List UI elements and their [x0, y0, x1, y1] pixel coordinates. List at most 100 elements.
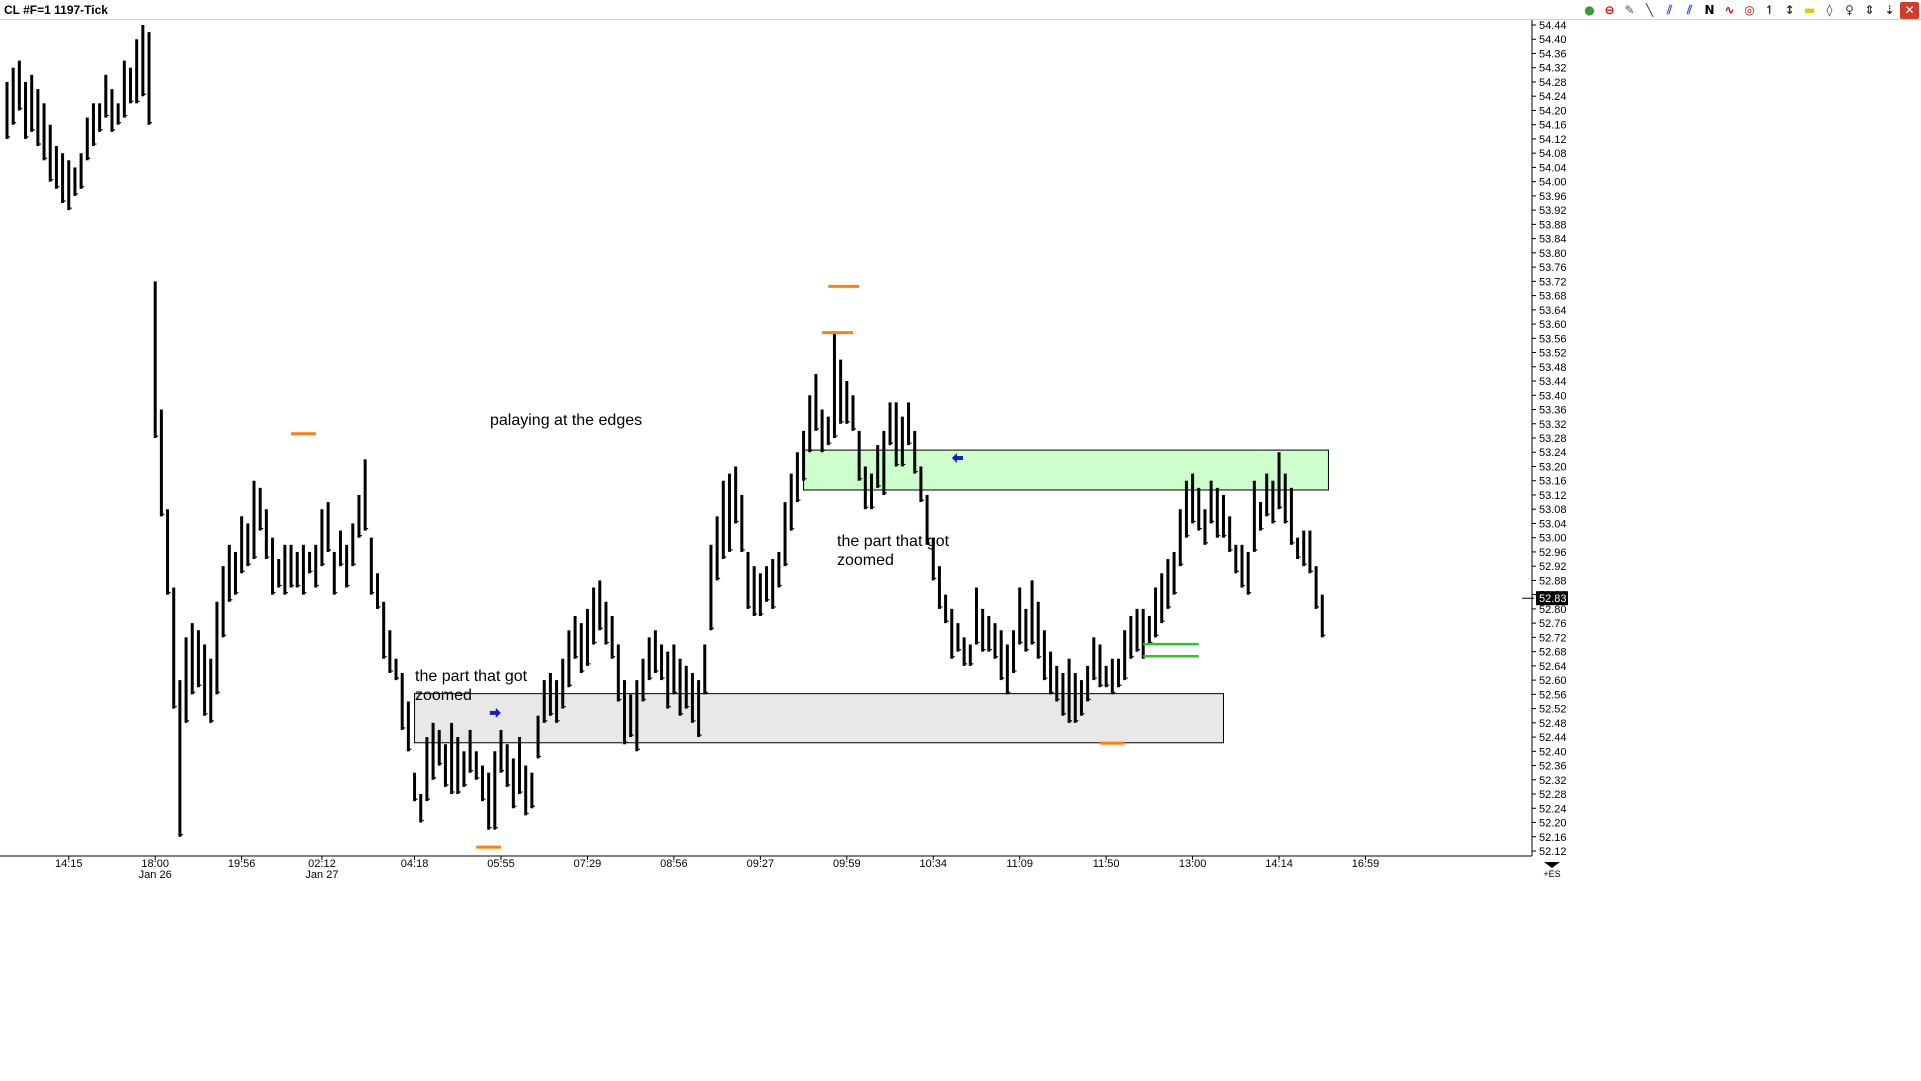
annotations-layer: palaying at the edges the part that got zo… — [415, 412, 950, 704]
time-tick-label: 19:56 — [228, 858, 256, 870]
price-tick-label: 53.32 — [1539, 419, 1567, 431]
regression-icon[interactable]: ∿ — [1724, 3, 1735, 17]
price-tick-label: 52.36 — [1539, 761, 1567, 773]
indicators-icon[interactable]: ⊖ — [1604, 3, 1615, 17]
price-marker-icon[interactable]: ◊ — [1826, 3, 1833, 17]
price-tick-label: 54.32 — [1539, 63, 1567, 75]
time-tick-label: 10:34 — [919, 858, 947, 870]
price-tick-label: 53.56 — [1539, 333, 1567, 345]
time-tick-label: 13:00 — [1179, 858, 1207, 870]
price-tick-label: 52.28 — [1539, 789, 1567, 801]
annotation-zoomed-top-line2: zoomed — [837, 552, 894, 569]
price-tick-label: 52.24 — [1539, 803, 1567, 815]
chart-title-bar: CL #F=1 1197-Tick ● ⊖ ✎ ╲ ⫽ ⫽ N ∿ ◎ ↿ ↕ ▬ ◊ ♀ ⇕ ⇣ ✕ — [0, 0, 1921, 20]
annotation-edges: palaying at the edges — [490, 412, 642, 429]
price-tick-label: 53.12 — [1539, 490, 1567, 502]
date-label: Jan 26 — [139, 869, 172, 881]
price-tick-label: 53.24 — [1539, 447, 1567, 459]
price-tick-label: 53.08 — [1539, 504, 1567, 516]
price-tick-label: 54.12 — [1539, 134, 1567, 146]
corner-label: +ES — [1543, 869, 1560, 879]
price-tick-label: 52.80 — [1539, 604, 1567, 616]
line-tool-icon[interactable]: ╲ — [1645, 3, 1654, 17]
corner-box — [1533, 857, 1571, 881]
data-series-icon[interactable]: ● — [1584, 3, 1595, 17]
price-tick-label: 54.40 — [1539, 34, 1567, 46]
price-tick-label: 53.76 — [1539, 262, 1567, 274]
price-tick-label: 52.96 — [1539, 547, 1567, 559]
rectangle-tool-icon[interactable]: ▬ — [1803, 3, 1816, 17]
left-arrow-icon — [951, 452, 963, 463]
price-tick-label: 53.88 — [1539, 219, 1567, 231]
time-tick-label: 08:56 — [660, 858, 688, 870]
time-tick-label: 02:12 — [308, 858, 336, 870]
right-arrow-icon — [489, 707, 501, 718]
price-tick-label: 53.40 — [1539, 390, 1567, 402]
current-price-label: 52.83 — [1539, 593, 1567, 605]
price-axis: 54.44 54.40 54.36 54.32 54.28 54.24 54.20 54.16… — [1522, 20, 1568, 858]
price-tick-label: 53.00 — [1539, 533, 1567, 545]
arrow-tool-icon[interactable]: ⇣ — [1884, 3, 1895, 17]
price-tick-label: 53.72 — [1539, 276, 1567, 288]
price-tick-label: 52.68 — [1539, 647, 1567, 659]
time-tick-label: 11:09 — [1006, 858, 1033, 870]
annotation-zoomed-line1: the part that got — [415, 668, 528, 685]
scroll-down-icon[interactable] — [1544, 862, 1560, 868]
annotation-zoomed-top-line1: the part that got — [837, 533, 950, 550]
time-tick-label: 07:29 — [574, 858, 602, 870]
price-tick-label: 52.76 — [1539, 618, 1567, 630]
vertical-line-icon[interactable]: ↿ — [1764, 3, 1775, 17]
price-tick-label: 54.08 — [1539, 148, 1567, 160]
price-tick-label: 53.80 — [1539, 248, 1567, 260]
parallel-lines-icon[interactable]: ⫽ — [1686, 2, 1693, 17]
price-tick-label: 53.96 — [1539, 191, 1567, 203]
crosshair-icon[interactable]: ↕ — [1784, 3, 1795, 17]
price-tick-label: 53.92 — [1539, 205, 1567, 217]
price-tick-label: 54.00 — [1539, 177, 1567, 189]
price-tick-label: 52.64 — [1539, 661, 1567, 673]
price-tick-label: 52.48 — [1539, 718, 1567, 730]
time-tick-label: 14:14 — [1265, 858, 1293, 870]
green-zone-box[interactable] — [803, 449, 1329, 491]
price-tick-label: 53.60 — [1539, 319, 1567, 331]
price-tick-label: 53.84 — [1539, 234, 1567, 246]
price-tick-label: 54.16 — [1539, 120, 1567, 132]
zones-layer — [414, 449, 1329, 744]
price-tick-label: 52.12 — [1539, 846, 1567, 858]
price-tick-label: 52.56 — [1539, 689, 1567, 701]
gray-zone-box[interactable] — [414, 693, 1224, 744]
price-tick-label: 52.16 — [1539, 832, 1567, 844]
circle-tool-icon[interactable]: ◎ — [1744, 3, 1755, 17]
price-tick-label: 53.68 — [1539, 291, 1567, 303]
annotation-zoomed-line2: zoomed — [415, 687, 472, 704]
chart-title: CL #F=1 1197-Tick — [4, 3, 108, 17]
channel-tool-icon[interactable]: ⫽ — [1666, 2, 1673, 17]
price-tick-label: 53.16 — [1539, 476, 1567, 488]
price-tick-label: 54.24 — [1539, 91, 1567, 103]
time-tick-label: 18:00 — [141, 858, 169, 870]
price-tick-label: 52.72 — [1539, 632, 1567, 644]
time-tick-label: 05:55 — [487, 858, 515, 870]
price-tick-label: 52.88 — [1539, 575, 1567, 587]
time-tick-label: 16:59 — [1352, 858, 1380, 870]
price-tick-label: 54.28 — [1539, 77, 1567, 89]
time-tick-label: 04:18 — [401, 858, 429, 870]
price-tick-label: 52.92 — [1539, 561, 1567, 573]
markers-layer — [291, 284, 1199, 849]
time-tick-label: 11:50 — [1093, 858, 1120, 870]
pencil-icon[interactable]: ✎ — [1624, 3, 1635, 17]
current-price-badge — [1536, 591, 1568, 606]
price-tick-label: 53.52 — [1539, 348, 1567, 360]
scroll-icon[interactable]: ⇕ — [1864, 3, 1875, 17]
price-tick-label: 54.20 — [1539, 105, 1567, 117]
price-tick-label: 52.60 — [1539, 675, 1567, 687]
price-tick-label: 54.36 — [1539, 48, 1567, 60]
time-tick-label: 14:15 — [55, 858, 83, 870]
n-tool-icon[interactable]: N — [1704, 3, 1715, 17]
price-tick-label: 53.28 — [1539, 433, 1567, 445]
price-tick-label: 53.64 — [1539, 305, 1567, 317]
zoom-icon[interactable]: ♀ — [1845, 3, 1854, 17]
close-icon[interactable]: ✕ — [1900, 1, 1919, 19]
